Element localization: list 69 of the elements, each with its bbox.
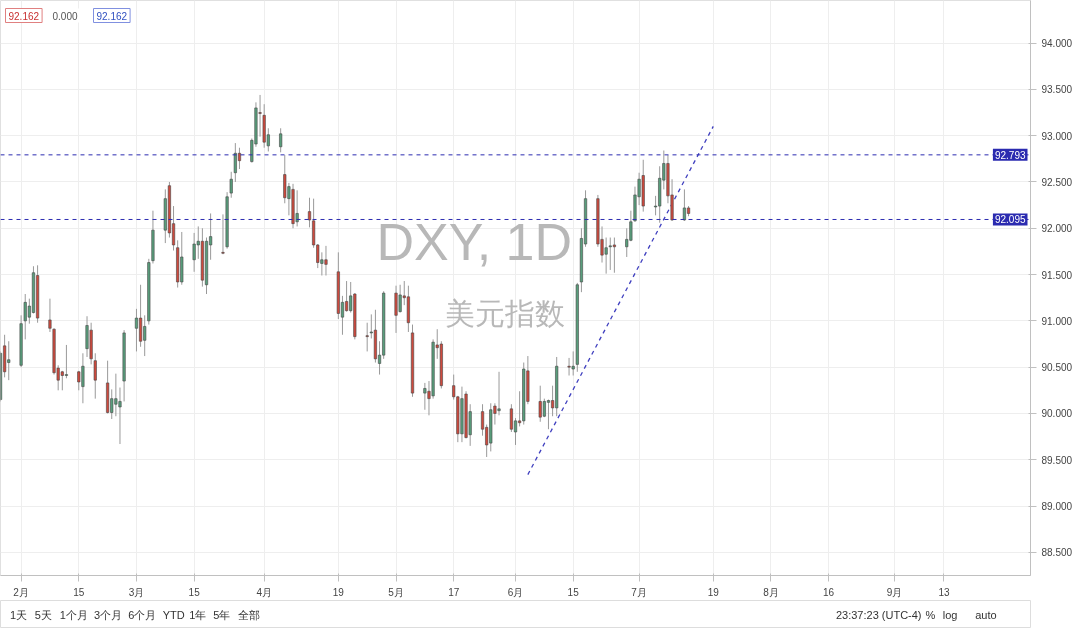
- candlestick: [538, 385, 542, 423]
- text: %: [925, 608, 936, 621]
- annotation: 92.162: [96, 10, 128, 22]
- candlestick: [279, 127, 283, 153]
- y-tick-label: 90.500: [1041, 362, 1073, 374]
- x-tick-label: 13: [938, 586, 950, 598]
- x-tick-label: 9月: [886, 586, 903, 598]
- x-tick-label: 6月: [507, 586, 524, 598]
- text: DXY, 1D: [376, 213, 573, 271]
- y-tick-label: 92.000: [1041, 223, 1073, 235]
- candlestick: [192, 232, 196, 273]
- x-tick-label: 5月: [388, 586, 404, 598]
- candlestick: [423, 382, 427, 411]
- candlestick: [546, 399, 550, 430]
- candlestick: [143, 314, 147, 357]
- ref-line-label: 92.095: [994, 214, 1026, 226]
- text: 美元指数: [445, 297, 566, 331]
- candlestick: [604, 237, 608, 275]
- x-tick-label: 19: [332, 586, 345, 598]
- x-tick-label: 19: [707, 586, 720, 598]
- text: 5天: [34, 608, 52, 621]
- candlestick: [497, 371, 501, 416]
- candlestick: [612, 237, 616, 274]
- x-tick-label: 7月: [631, 586, 647, 598]
- candlestick: [237, 147, 241, 170]
- text: 6个月: [128, 608, 157, 621]
- y-tick-label: 89.000: [1041, 501, 1073, 513]
- text: 1天: [10, 608, 28, 621]
- candlestick: [394, 285, 398, 334]
- candlestick: [139, 284, 143, 348]
- text: auto: [975, 608, 997, 621]
- x-tick-label: 15: [567, 586, 580, 598]
- annotation: 0.000: [52, 10, 78, 22]
- text: 3个月: [93, 608, 123, 621]
- y-tick-label: 90.000: [1041, 408, 1073, 420]
- candlestick: [324, 245, 328, 276]
- y-tick-label: 93.000: [1041, 130, 1073, 142]
- y-tick-label: 92.500: [1041, 176, 1073, 188]
- y-tick-label: 88.500: [1041, 547, 1073, 559]
- x-tick-label: 15: [73, 586, 85, 598]
- text: 1个月: [59, 608, 88, 621]
- y-tick-label: 91.000: [1041, 315, 1073, 327]
- x-tick-label: 3月: [128, 586, 145, 598]
- x-tick-label: 2月: [13, 586, 29, 598]
- y-tick-label: 91.500: [1041, 269, 1073, 281]
- candlestick: [608, 237, 612, 271]
- candlestick: [509, 403, 513, 433]
- x-tick-label: 17: [448, 586, 460, 598]
- text: YTD: [162, 608, 185, 621]
- ref-line-label: 92.793: [994, 149, 1026, 161]
- text: 5年: [213, 608, 231, 621]
- candlestick: [398, 284, 402, 314]
- y-tick-label: 93.500: [1041, 84, 1073, 96]
- x-tick-label: 15: [188, 586, 201, 598]
- text: 全部: [237, 608, 260, 621]
- candlestick: [134, 308, 138, 352]
- x-tick-label: 8月: [763, 586, 779, 598]
- candlestick: [365, 322, 369, 352]
- candlestick: [295, 189, 299, 227]
- candlestick: [567, 357, 571, 376]
- text: log: [942, 608, 958, 621]
- y-tick-label: 94.000: [1041, 38, 1073, 50]
- x-tick-label: 16: [823, 586, 835, 598]
- y-tick-label: 89.500: [1041, 454, 1073, 466]
- annotation: 92.162: [8, 10, 40, 22]
- candlestick: [682, 188, 686, 222]
- x-tick-label: 4月: [256, 586, 272, 598]
- text: 1年: [189, 608, 207, 621]
- text: 23:37:23 (UTC-4): [835, 608, 922, 621]
